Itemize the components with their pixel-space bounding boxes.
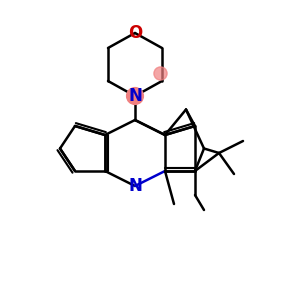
Text: O: O — [128, 24, 142, 42]
Text: N: N — [128, 87, 142, 105]
Circle shape — [154, 67, 167, 80]
Text: N: N — [128, 177, 142, 195]
Circle shape — [127, 88, 143, 104]
